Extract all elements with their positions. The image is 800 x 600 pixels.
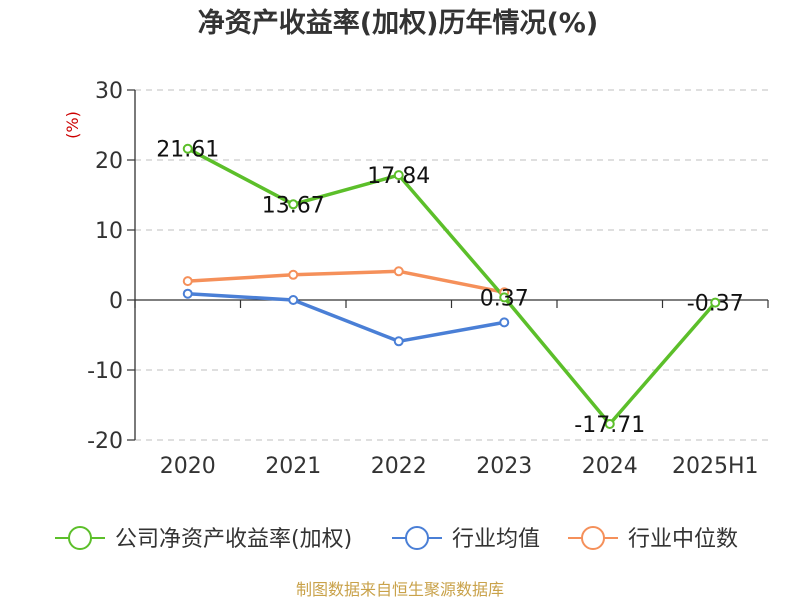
series-line-2 (187, 269, 505, 295)
data-point (393, 336, 404, 347)
data-point (182, 276, 193, 287)
legend-label: 行业均值 (452, 527, 540, 552)
data-label: 21.61 (156, 138, 219, 163)
y-tick-label: 20 (95, 149, 123, 174)
data-point (288, 295, 299, 305)
x-tick-label: 2024 (582, 454, 638, 479)
legend-label: 公司净资产收益率(加权) (115, 527, 352, 552)
series-points (182, 143, 721, 429)
y-tick-label: 0 (109, 289, 123, 314)
legend-marker-icon (405, 526, 429, 550)
grid-lines (135, 89, 768, 441)
x-tick-label: 2022 (371, 454, 427, 479)
y-tick-label: -10 (87, 359, 123, 384)
y-axis-unit-label: (%) (63, 111, 82, 139)
legend-item-2[interactable]: 行业中位数 (568, 526, 738, 552)
data-label: 17.84 (367, 164, 430, 189)
data-point (182, 143, 193, 154)
y-tick-label: 10 (95, 219, 123, 244)
data-source-note: 制图数据来自恒生聚源数据库 (296, 580, 504, 599)
data-label: 0.37 (480, 286, 529, 311)
y-tick-label: 30 (95, 79, 123, 104)
chart-title: 净资产收益率(加权)历年情况(%) (198, 7, 598, 39)
data-label: -0.37 (687, 292, 744, 317)
data-point (393, 170, 404, 181)
legend-marker-icon (68, 526, 92, 550)
data-point (499, 292, 510, 303)
legend-label: 行业中位数 (628, 527, 738, 552)
legend[interactable]: 公司净资产收益率(加权) 行业均值 行业中位数 (55, 526, 738, 552)
legend-item-1[interactable]: 行业均值 (392, 526, 540, 552)
legend-marker-icon (581, 526, 605, 550)
data-point (604, 418, 615, 429)
x-tick-label: 2023 (476, 454, 532, 479)
axes: 30 20 10 0 -10 -20 2020 2021 2022 2023 2024 2025H1 (87, 79, 769, 479)
data-point (499, 317, 510, 328)
series-line-1 (187, 291, 505, 344)
data-point (288, 269, 299, 280)
x-tick-label: 2021 (265, 454, 321, 479)
x-tick-label: 2020 (160, 454, 216, 479)
data-label: 13.67 (262, 193, 325, 218)
data-point (288, 199, 299, 210)
series-line-0 (186, 147, 717, 426)
data-label: -17.71 (574, 413, 645, 438)
series-lines (186, 147, 717, 426)
data-point (393, 266, 404, 277)
y-tick-label: -20 (87, 429, 123, 454)
data-point (182, 288, 193, 299)
data-point (710, 297, 721, 308)
data-labels: 21.61 13.67 17.84 0.37 -17.71 -0.37 (156, 138, 743, 438)
legend-item-0[interactable]: 公司净资产收益率(加权) (55, 526, 352, 552)
x-tick-label: 2025H1 (672, 454, 759, 479)
